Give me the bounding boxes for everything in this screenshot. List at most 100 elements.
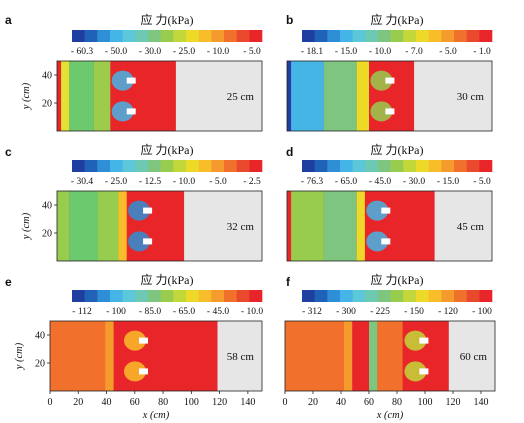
colorbar-tick-label: - 10.0 [241, 307, 263, 317]
loading-plate [381, 207, 391, 214]
stress-band [323, 191, 357, 261]
colorbar-swatch [122, 290, 136, 302]
colorbar-swatch [84, 30, 98, 42]
colorbar-tick-label: - 120 [438, 307, 458, 317]
depth-label: 45 cm [457, 221, 485, 233]
plot-frame [286, 190, 493, 262]
colorbar-swatch [365, 160, 379, 172]
colorbar-tick-label: - 10.0 [369, 47, 391, 57]
colorbar-swatch [148, 290, 161, 302]
plot-frame [284, 320, 496, 392]
colorbar-swatch [454, 160, 467, 172]
x-tick-label: 100 [184, 397, 199, 408]
colorbar-swatch [122, 30, 136, 42]
unaffected-region [434, 191, 492, 261]
stress-contour [366, 200, 389, 221]
colorbar-swatch [327, 290, 341, 302]
colorbar-tick-label: - 65.0 [335, 177, 357, 187]
colorbar-swatch [441, 290, 455, 302]
unaffected-region [414, 61, 492, 131]
depth-label: 30 cm [457, 91, 485, 103]
x-tick-label: 80 [392, 397, 402, 408]
colorbar-swatch [236, 290, 250, 302]
loading-plate [419, 368, 429, 375]
colorbar-swatch [148, 160, 161, 172]
stress-band [98, 191, 119, 261]
colorbar-tick-label: - 60.3 [71, 47, 93, 57]
stress-band [61, 61, 70, 131]
colorbar-swatch [365, 290, 379, 302]
colorbar-swatch [249, 160, 263, 172]
colorbar-swatch [441, 160, 455, 172]
colorbar-swatch [135, 290, 149, 302]
colorbar-swatch [390, 160, 404, 172]
colorbar-tick-label: - 50.0 [105, 47, 127, 57]
colorbar-swatch [479, 290, 493, 302]
stress-band [291, 191, 324, 261]
x-tick-label: 0 [283, 397, 288, 408]
stress-contour [370, 101, 393, 122]
stress-contour [128, 200, 151, 221]
colorbar-swatch [416, 290, 429, 302]
panel-d: d 应 力(kPa) - 76.3 - 65.0 - 45.0 - 30.0 - 15.0 -… [286, 142, 493, 262]
stress-band [285, 321, 344, 391]
panel-e: e 应 力(kPa) - 112 - 100 - 85.0 - 65.0 - 45.0 - 1… [5, 272, 263, 421]
stress-band [291, 61, 324, 131]
colorbar-swatch [224, 160, 237, 172]
colorbar-title: 应 力(kPa) [371, 272, 424, 287]
panel-a: a 应 力(kPa) - 60.3 - 50.0 - 30.0 - 25.0 - 10.0 -… [5, 12, 263, 132]
colorbar-tick-label: - 12.5 [139, 177, 161, 187]
y-axis-label: y (cm) [14, 342, 25, 370]
stress-band [356, 191, 365, 261]
colorbar-swatch [160, 290, 174, 302]
colorbar-swatch [390, 30, 404, 42]
colorbar-swatch [454, 30, 467, 42]
x-tick-label: 40 [336, 397, 346, 408]
depth-label: 60 cm [460, 351, 488, 363]
colorbar-tick-label: - 10.0 [207, 47, 229, 57]
stress-contour [128, 231, 151, 252]
colorbar-swatch [378, 30, 391, 42]
colorbar-swatch [198, 290, 212, 302]
colorbar-swatch [173, 30, 187, 42]
panel-letter: e [5, 275, 12, 289]
colorbar-swatch [441, 30, 455, 42]
stress-band [377, 321, 403, 391]
colorbar-tick-label: - 5.0 [439, 47, 457, 57]
colorbar-swatch [352, 160, 366, 172]
colorbar-swatch [454, 290, 467, 302]
colorbar-swatch [135, 30, 149, 42]
colorbar-swatch [302, 160, 315, 172]
loading-plate [381, 238, 391, 245]
colorbar-tick-label: - 30.0 [403, 177, 425, 187]
x-tick-label: 60 [364, 397, 374, 408]
colorbar-tick-label: - 85.0 [139, 307, 161, 317]
colorbar-swatch [135, 160, 149, 172]
colorbar-tick-label: - 312 [302, 307, 322, 317]
colorbar-tick-label: - 10.0 [173, 177, 195, 187]
plot-frame [56, 190, 263, 262]
x-axis-label: x (cm) [376, 410, 404, 421]
colorbar-swatch [122, 160, 136, 172]
panel-f: f 应 力(kPa) - 312 - 300 - 225 - 150 - 120 - 100 6… [283, 272, 496, 421]
stress-band [69, 191, 98, 261]
colorbar-swatch [249, 290, 263, 302]
colorbar-swatch [72, 30, 85, 42]
x-tick-label: 120 [212, 397, 227, 408]
colorbar-swatch [327, 160, 341, 172]
colorbar-swatch [403, 290, 417, 302]
colorbar-tick-label: - 25.0 [105, 177, 127, 187]
colorbar-title: 应 力(kPa) [371, 142, 424, 157]
stress-band [69, 61, 94, 131]
colorbar-swatch [173, 290, 187, 302]
stress-band [57, 191, 70, 261]
colorbar-swatch [314, 30, 328, 42]
colorbar-swatch [110, 160, 123, 172]
colorbar-swatch [340, 30, 353, 42]
panel-letter: b [286, 13, 293, 27]
x-tick-label: 140 [474, 397, 489, 408]
colorbar-swatch [466, 30, 480, 42]
colorbar-swatch [302, 30, 315, 42]
colorbar-title: 应 力(kPa) [141, 272, 194, 287]
stress-band [50, 321, 106, 391]
